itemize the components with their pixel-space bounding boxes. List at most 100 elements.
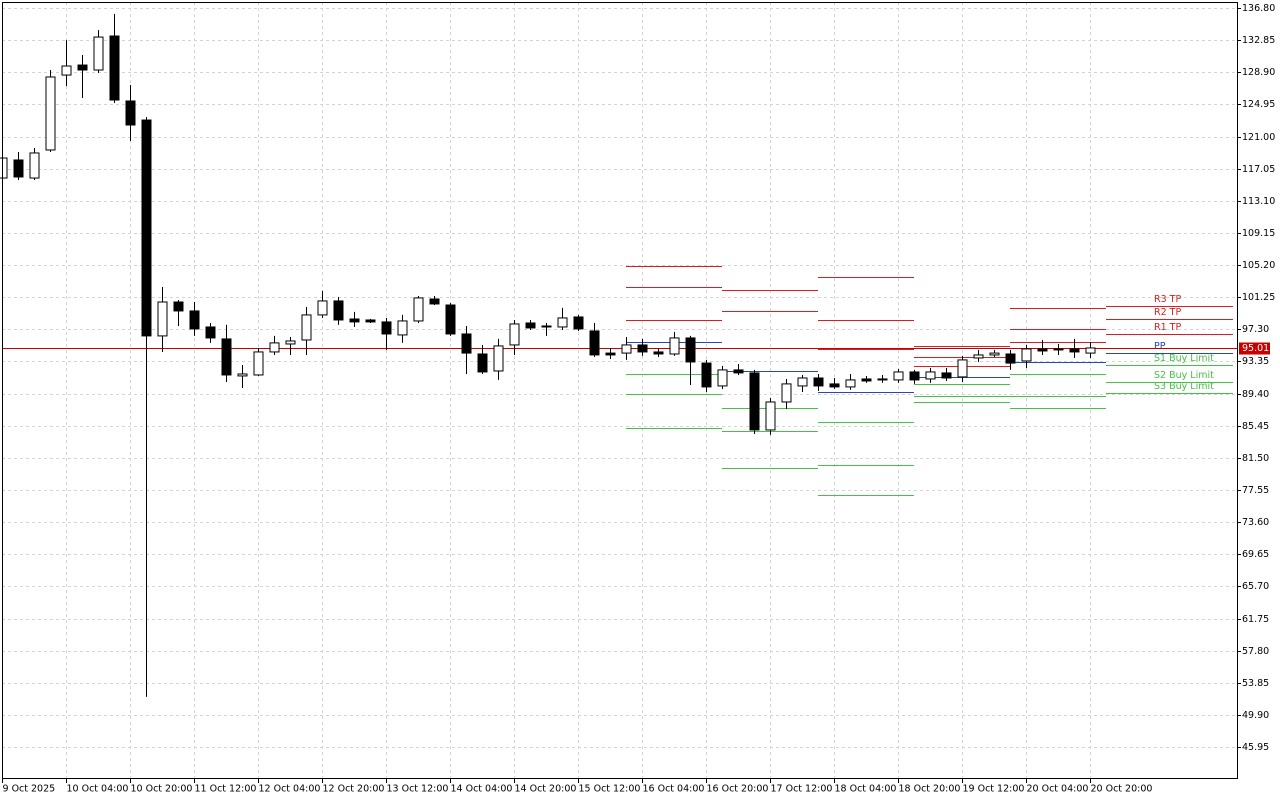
- candles: [0, 14, 1096, 697]
- y-tick-label: 69.65: [1242, 549, 1269, 560]
- candle-body: [141, 119, 152, 337]
- candle-body: [301, 314, 312, 341]
- x-tick-label: 15 Oct 12:00: [579, 784, 641, 795]
- candle-body: [349, 318, 360, 323]
- candle-body: [989, 352, 1000, 356]
- grid: [2, 2, 1238, 779]
- candle-body: [45, 76, 56, 151]
- y-tick-label: 65.70: [1242, 581, 1269, 592]
- candle-body: [157, 301, 168, 337]
- y-tick-label: 77.55: [1242, 485, 1269, 496]
- y-tick-label: 132.85: [1242, 35, 1275, 46]
- y-tick-label: 85.45: [1242, 421, 1269, 432]
- candle-body: [749, 372, 760, 431]
- candle-body: [1069, 348, 1080, 353]
- candle-body: [765, 401, 776, 431]
- y-tick-label: 136.80: [1242, 3, 1275, 14]
- candle-body: [445, 304, 456, 335]
- candle-body: [701, 362, 712, 388]
- level-label: PP: [1154, 341, 1166, 352]
- candle-body: [685, 337, 696, 363]
- y-tick-label: 53.85: [1242, 678, 1269, 689]
- candle-body: [893, 371, 904, 381]
- candle-body: [781, 383, 792, 403]
- candle-body: [477, 353, 488, 373]
- candle-body: [925, 371, 936, 380]
- candle-body: [669, 337, 680, 355]
- y-tick-label: 109.15: [1242, 228, 1275, 239]
- level-label: R1 TP: [1154, 322, 1181, 333]
- y-tick-label: 97.30: [1242, 324, 1269, 335]
- y-tick-label: 101.25: [1242, 292, 1275, 303]
- y-tick-label: 124.95: [1242, 99, 1275, 110]
- candle-body: [973, 354, 984, 359]
- candle-body: [717, 369, 728, 387]
- x-tick-label: 20 Oct 20:00: [1091, 784, 1153, 795]
- x-tick-label: 9 Oct 2025: [3, 784, 56, 795]
- candle-body: [221, 338, 232, 376]
- x-tick-label: 20 Oct 04:00: [1027, 784, 1089, 795]
- candle-body: [413, 297, 424, 322]
- candle-body: [317, 300, 328, 316]
- candle-body: [845, 379, 856, 388]
- level-label: R3 TP: [1154, 294, 1181, 305]
- candle-body: [909, 371, 920, 381]
- candle-body: [861, 378, 872, 382]
- y-tick-label: 113.10: [1242, 196, 1275, 207]
- x-tick-label: 10 Oct 04:00: [67, 784, 129, 795]
- candle-body: [813, 377, 824, 387]
- y-tick-label: 93.35: [1242, 356, 1269, 367]
- candle-body: [605, 352, 616, 356]
- candle-body: [397, 320, 408, 336]
- candle-body: [589, 330, 600, 356]
- candle-body: [1085, 347, 1096, 354]
- candle-body: [77, 64, 88, 71]
- candle-body: [653, 351, 664, 355]
- candle-body: [253, 351, 264, 376]
- x-tick-label: 12 Oct 04:00: [259, 784, 321, 795]
- level-label: S3 Buy Limit: [1154, 381, 1214, 392]
- y-tick-label: 73.60: [1242, 517, 1269, 528]
- candle-body: [61, 65, 72, 76]
- candle-body: [429, 298, 440, 305]
- y-tick-label: 117.05: [1242, 164, 1275, 175]
- candle-body: [877, 378, 888, 381]
- candle-body: [461, 333, 472, 354]
- candle-body: [173, 301, 184, 312]
- candle-body: [365, 319, 376, 323]
- candle-body: [797, 377, 808, 387]
- candle-body: [13, 159, 24, 178]
- x-tick-label: 18 Oct 04:00: [835, 784, 897, 795]
- candle-body: [269, 342, 280, 353]
- x-tick-label: 14 Oct 04:00: [451, 784, 513, 795]
- level-label: S2 Buy Limit: [1154, 370, 1214, 381]
- candle-body: [29, 152, 40, 179]
- y-tick-label: 105.20: [1242, 260, 1275, 271]
- level-label: R2 TP: [1154, 307, 1181, 318]
- y-tick-label: 57.80: [1242, 646, 1269, 657]
- x-tick-label: 17 Oct 12:00: [771, 784, 833, 795]
- x-tick-label: 12 Oct 20:00: [323, 784, 385, 795]
- y-tick-label: 49.90: [1242, 710, 1269, 721]
- candle-body: [733, 369, 744, 374]
- candle-body: [189, 310, 200, 330]
- candle-body: [1005, 353, 1016, 364]
- y-tick-label: 89.40: [1242, 389, 1269, 400]
- candle-body: [525, 322, 536, 329]
- candle-body: [1053, 348, 1064, 351]
- candle-body: [493, 345, 504, 372]
- candle-body: [381, 321, 392, 335]
- current-price-tag: [1239, 342, 1270, 355]
- candle-body: [957, 359, 968, 378]
- y-tick-label: 61.75: [1242, 614, 1269, 625]
- axes: 136.80 132.85 128.90 124.95 121.00 117.05 113.…: [2, 3, 1275, 795]
- x-tick-label: 16 Oct 04:00: [643, 784, 705, 795]
- candle-body: [93, 36, 104, 71]
- candle-body: [541, 325, 552, 328]
- candle-body: [109, 35, 120, 101]
- candle-body: [829, 383, 840, 388]
- level-label: S1 Buy Limit: [1154, 353, 1214, 364]
